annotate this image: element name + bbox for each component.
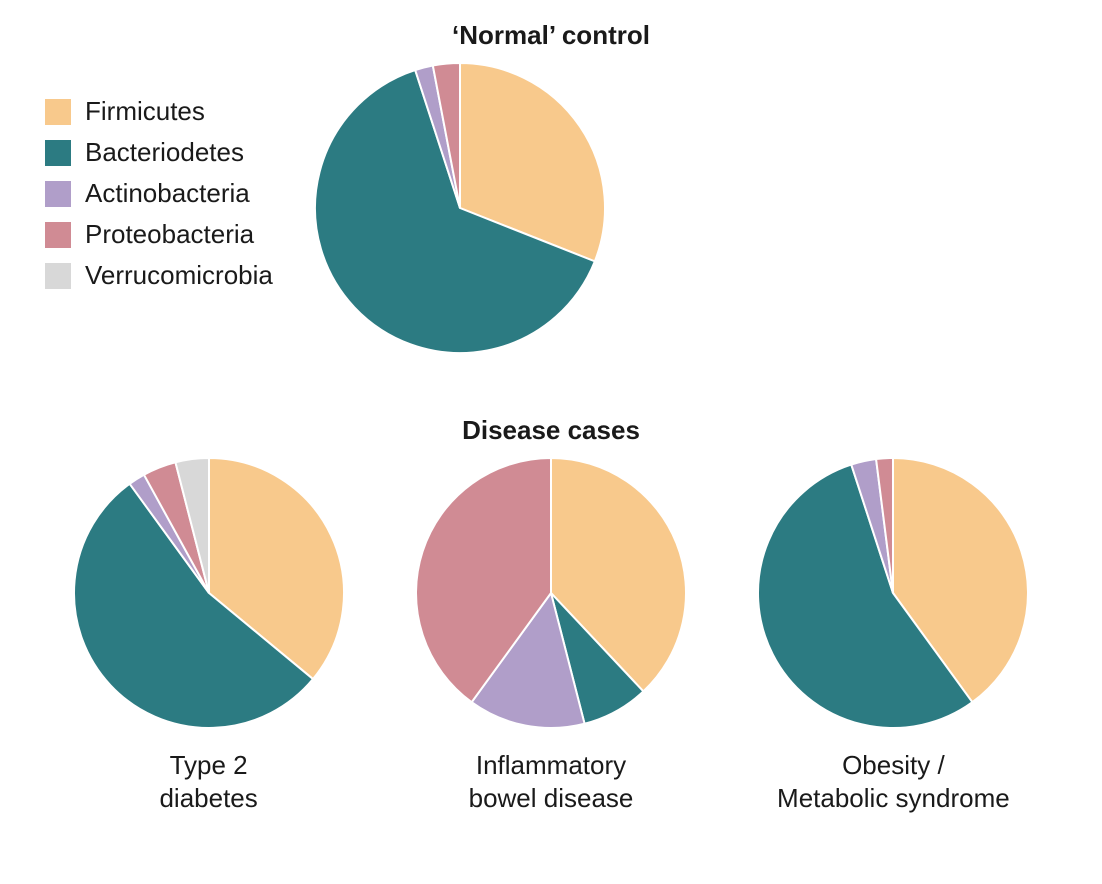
legend-label: Firmicutes xyxy=(85,96,205,127)
disease-col-ibd: Inflammatory bowel disease xyxy=(382,456,719,814)
legend-label: Bacteriodetes xyxy=(85,137,244,168)
legend-item: Proteobacteria xyxy=(45,219,273,250)
disease-col-diabetes: Type 2 diabetes xyxy=(40,456,377,814)
legend-swatch xyxy=(45,222,71,248)
label-diabetes-line2: diabetes xyxy=(159,783,257,813)
disease-col-obesity: Obesity / Metabolic syndrome xyxy=(725,456,1062,814)
disease-section: Disease cases Type 2 diabetes Inflammato… xyxy=(30,415,1072,814)
legend-swatch xyxy=(45,99,71,125)
label-obesity-line2: Metabolic syndrome xyxy=(777,783,1010,813)
pie-normal xyxy=(313,61,607,355)
pie-ibd xyxy=(414,456,688,730)
pie-normal-wrap xyxy=(313,61,607,360)
pie-diabetes-wrap xyxy=(72,456,346,735)
label-obesity: Obesity / Metabolic syndrome xyxy=(777,749,1010,814)
legend-item: Verrucomicrobia xyxy=(45,260,273,291)
pie-obesity-wrap xyxy=(756,456,1030,735)
legend-label: Actinobacteria xyxy=(85,178,250,209)
pie-diabetes xyxy=(72,456,346,730)
legend-item: Bacteriodetes xyxy=(45,137,273,168)
legend-item: Actinobacteria xyxy=(45,178,273,209)
label-ibd-line2: bowel disease xyxy=(469,783,634,813)
label-diabetes: Type 2 diabetes xyxy=(159,749,257,814)
legend: Firmicutes Bacteriodetes Actinobacteria Pro… xyxy=(45,96,273,301)
figure-canvas: ‘Normal’ control Firmicutes Bacteriodetes… xyxy=(0,0,1102,884)
legend-swatch xyxy=(45,263,71,289)
top-row: Firmicutes Bacteriodetes Actinobacteria Pro… xyxy=(30,61,1072,360)
disease-row: Type 2 diabetes Inflammatory bowel disea… xyxy=(40,456,1062,814)
title-normal-control: ‘Normal’ control xyxy=(30,20,1072,51)
legend-label: Proteobacteria xyxy=(85,219,254,250)
label-ibd: Inflammatory bowel disease xyxy=(469,749,634,814)
legend-swatch xyxy=(45,140,71,166)
label-diabetes-line1: Type 2 xyxy=(170,750,248,780)
title-disease-cases: Disease cases xyxy=(30,415,1072,446)
legend-label: Verrucomicrobia xyxy=(85,260,273,291)
label-ibd-line1: Inflammatory xyxy=(476,750,626,780)
legend-item: Firmicutes xyxy=(45,96,273,127)
legend-swatch xyxy=(45,181,71,207)
label-obesity-line1: Obesity / xyxy=(842,750,945,780)
pie-ibd-wrap xyxy=(414,456,688,735)
pie-obesity xyxy=(756,456,1030,730)
